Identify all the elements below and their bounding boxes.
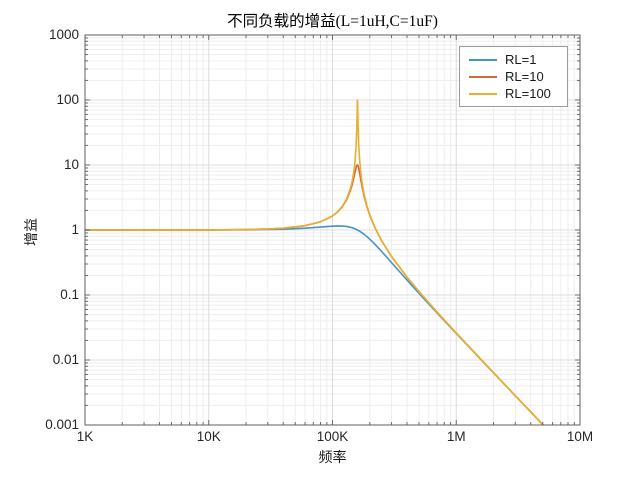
x-tick-label: 1K — [76, 429, 94, 444]
legend-line-swatch — [469, 75, 497, 78]
curve-RL=1 — [85, 225, 545, 425]
curve-RL=10 — [85, 164, 545, 425]
y-tick-label: 10 — [63, 157, 79, 172]
legend: RL=1 RL=10 RL=100 — [459, 46, 568, 107]
legend-label: RL=100 — [505, 86, 551, 101]
y-tick-label: 0.001 — [45, 417, 79, 432]
y-tick-label: 0.01 — [52, 352, 79, 367]
x-tick-label: 10K — [196, 429, 221, 444]
legend-line-swatch — [469, 58, 497, 61]
x-tick-label: 100K — [316, 429, 349, 444]
legend-label: RL=1 — [505, 52, 537, 67]
y-tick-label: 1000 — [48, 27, 79, 42]
legend-item: RL=1 — [460, 51, 567, 68]
legend-item: RL=100 — [460, 85, 567, 102]
legend-item: RL=10 — [460, 68, 567, 85]
y-tick-label: 0.1 — [60, 287, 79, 302]
x-tick-label: 1M — [446, 429, 466, 444]
legend-label: RL=10 — [505, 69, 544, 84]
x-tick-label: 10M — [566, 429, 594, 444]
y-tick-label: 100 — [56, 92, 79, 107]
y-tick-label: 1 — [71, 222, 79, 237]
x-axis-label: 频率 — [318, 451, 347, 466]
legend-line-swatch — [469, 92, 497, 95]
curve-RL=100 — [85, 99, 545, 425]
chart-title: 不同负载的增益(L=1uH,C=1uF) — [227, 13, 438, 30]
axes-border — [84, 34, 581, 426]
